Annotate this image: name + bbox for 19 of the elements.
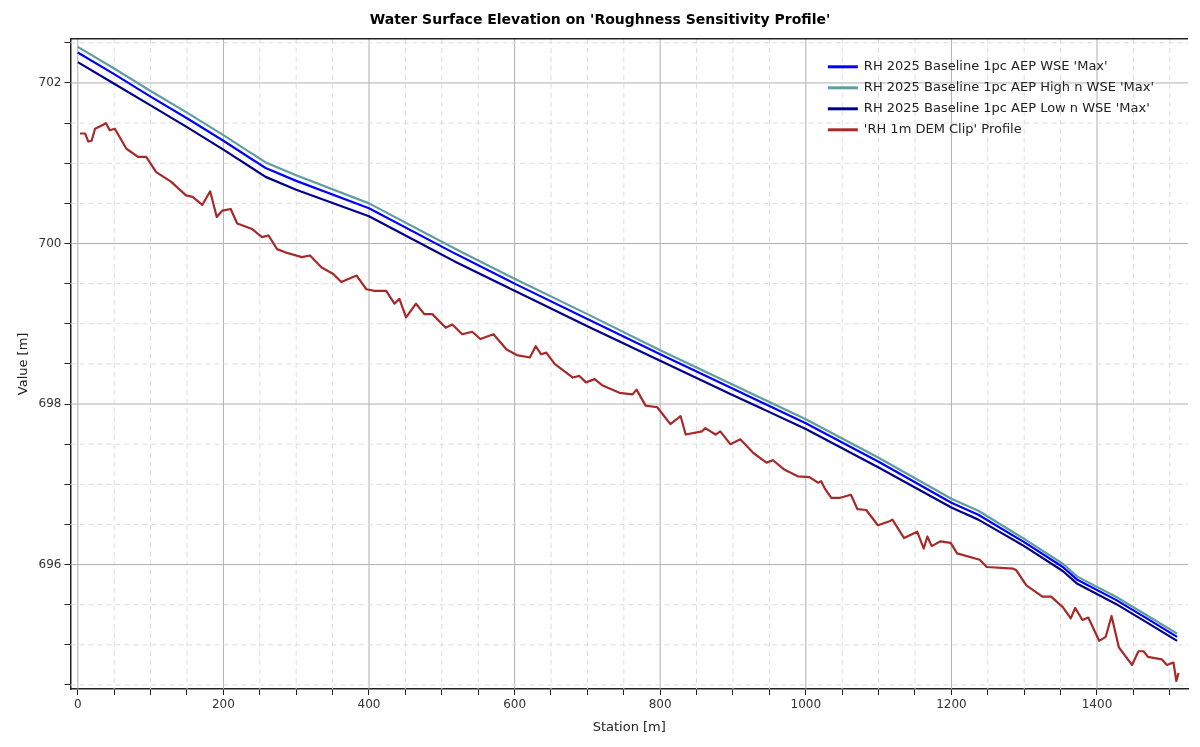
x-tick-label: 800	[648, 697, 672, 712]
y-axis-title: Value [m]	[15, 332, 31, 396]
x-axis-title: Station [m]	[592, 718, 666, 734]
x-tick-label: 0	[73, 697, 82, 712]
x-tick-label: 600	[503, 697, 527, 712]
y-tick-label: 698	[38, 396, 62, 411]
y-tick-label: 696	[38, 556, 62, 571]
x-tick-label: 1200	[936, 697, 967, 712]
x-tick-label: 1400	[1081, 697, 1113, 712]
legend-label: 'RH 1m DEM Clip' Profile	[863, 121, 1022, 137]
chart-title: Water Surface Elevation on 'Roughness Sensitivity Profile'	[369, 11, 831, 28]
legend-label: RH 2025 Baseline 1pc AEP Low n WSE 'Max'	[863, 100, 1150, 116]
legend-label: RH 2025 Baseline 1pc AEP High n WSE 'Max'	[863, 79, 1155, 95]
y-tick-label: 702	[38, 75, 62, 90]
x-tick-label: 400	[357, 697, 381, 712]
x-tick-label: 1000	[790, 697, 822, 712]
legend-label: RH 2025 Baseline 1pc AEP WSE 'Max'	[863, 58, 1108, 74]
y-tick-label: 700	[38, 235, 62, 250]
x-tick-label: 200	[211, 697, 235, 712]
